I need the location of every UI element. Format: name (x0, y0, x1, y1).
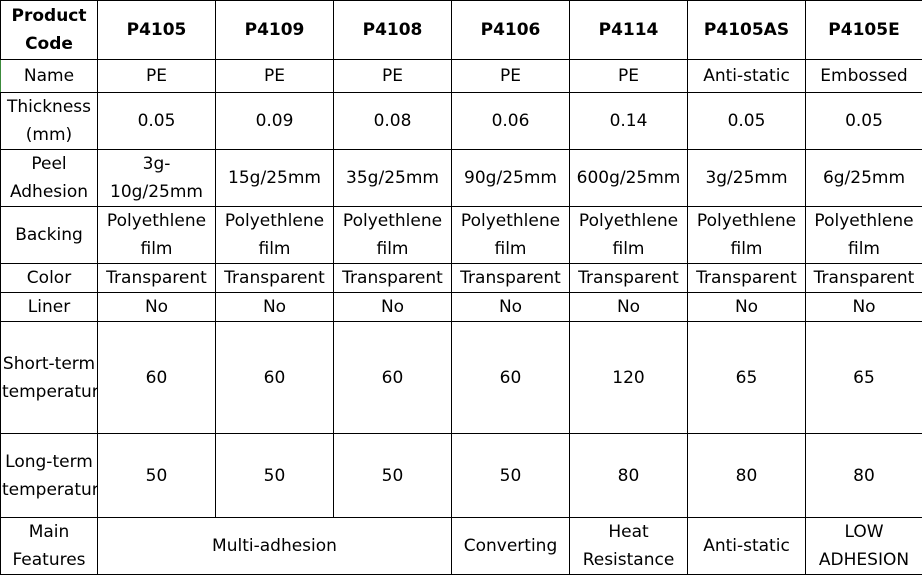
table-cell: 80 (688, 434, 806, 518)
row-label: Main Features (1, 518, 98, 575)
table-cell: 0.05 (688, 93, 806, 150)
table-cell: Polyethlene film (216, 207, 334, 264)
table-cell: 0.09 (216, 93, 334, 150)
table-cell: Transparent (216, 264, 334, 293)
table-cell: Transparent (688, 264, 806, 293)
row-label: Short-term temperature (1, 322, 98, 434)
row-label: Liner (1, 293, 98, 322)
header-cell: P4106 (452, 1, 570, 60)
table-cell: Polyethlene film (570, 207, 688, 264)
table-cell: No (688, 293, 806, 322)
header-cell: P4108 (334, 1, 452, 60)
table-cell: Transparent (452, 264, 570, 293)
table-cell: 600g/25mm (570, 150, 688, 207)
header-cell: Product Code (1, 1, 98, 60)
row-label: Backing (1, 207, 98, 264)
table-cell: Transparent (570, 264, 688, 293)
header-cell: P4105AS (688, 1, 806, 60)
table-cell: Polyethlene film (334, 207, 452, 264)
table-cell: 90g/25mm (452, 150, 570, 207)
row-label: Long-term temperature (1, 434, 98, 518)
table-cell: 0.06 (452, 93, 570, 150)
table-cell: No (806, 293, 922, 322)
row-label: Peel Adhesion (1, 150, 98, 207)
table-cell: No (216, 293, 334, 322)
table-cell: 0.14 (570, 93, 688, 150)
row-thickness: Thickness (mm) 0.05 0.09 0.08 0.06 0.14 … (1, 93, 922, 150)
row-peel-adhesion: Peel Adhesion 3g-10g/25mm 15g/25mm 35g/2… (1, 150, 922, 207)
header-row: Product Code P4105 P4109 P4108 P4106 P41… (1, 1, 922, 60)
table-cell: 3g-10g/25mm (98, 150, 216, 207)
feature-low-adhesion: LOW ADHESION (806, 518, 922, 575)
row-short-term-temperature: Short-term temperature 60 60 60 60 120 6… (1, 322, 922, 434)
table-cell: Transparent (806, 264, 922, 293)
table-cell: No (98, 293, 216, 322)
table-cell: 50 (452, 434, 570, 518)
table-cell: No (452, 293, 570, 322)
row-label: Color (1, 264, 98, 293)
table-cell: 6g/25mm (806, 150, 922, 207)
row-name: Name PE PE PE PE PE Anti-static Embossed (1, 60, 922, 93)
table-cell: 65 (688, 322, 806, 434)
table-cell: 15g/25mm (216, 150, 334, 207)
header-cell: P4109 (216, 1, 334, 60)
table-cell: Anti-static (688, 60, 806, 93)
table-cell: 80 (570, 434, 688, 518)
table-cell: No (334, 293, 452, 322)
feature-multi-adhesion: Multi-adhesion (98, 518, 452, 575)
table-cell: No (570, 293, 688, 322)
row-main-features: Main Features Multi-adhesion Converting … (1, 518, 922, 575)
table-cell: 35g/25mm (334, 150, 452, 207)
table-cell: 65 (806, 322, 922, 434)
row-liner: Liner No No No No No No No (1, 293, 922, 322)
table-cell: Transparent (334, 264, 452, 293)
row-backing: Backing Polyethlene film Polyethlene fil… (1, 207, 922, 264)
table-cell: 60 (98, 322, 216, 434)
table-cell: 60 (216, 322, 334, 434)
row-label: Thickness (mm) (1, 93, 98, 150)
table-cell: PE (570, 60, 688, 93)
table-cell: Transparent (98, 264, 216, 293)
row-label: Name (1, 60, 98, 93)
header-cell: P4105 (98, 1, 216, 60)
table-cell: 80 (806, 434, 922, 518)
table-cell: 3g/25mm (688, 150, 806, 207)
table-cell: 60 (334, 322, 452, 434)
table-cell: 0.05 (806, 93, 922, 150)
table-cell: 50 (216, 434, 334, 518)
table-cell: 50 (334, 434, 452, 518)
table-cell: 0.05 (98, 93, 216, 150)
table-cell: Polyethlene film (98, 207, 216, 264)
table-cell: Embossed (806, 60, 922, 93)
feature-anti-static: Anti-static (688, 518, 806, 575)
row-long-term-temperature: Long-term temperature 50 50 50 50 80 80 … (1, 434, 922, 518)
table-cell: Polyethlene film (452, 207, 570, 264)
table-cell: 120 (570, 322, 688, 434)
table-cell: Polyethlene film (688, 207, 806, 264)
table-cell: PE (334, 60, 452, 93)
table-cell: PE (452, 60, 570, 93)
table-cell: PE (98, 60, 216, 93)
feature-converting: Converting (452, 518, 570, 575)
header-cell: P4114 (570, 1, 688, 60)
table-cell: 60 (452, 322, 570, 434)
header-cell: P4105E (806, 1, 922, 60)
table-cell: 0.08 (334, 93, 452, 150)
table-cell: 50 (98, 434, 216, 518)
table-cell: Polyethlene film (806, 207, 922, 264)
feature-heat-resistance: Heat Resistance (570, 518, 688, 575)
table-cell: PE (216, 60, 334, 93)
row-color: Color Transparent Transparent Transparen… (1, 264, 922, 293)
